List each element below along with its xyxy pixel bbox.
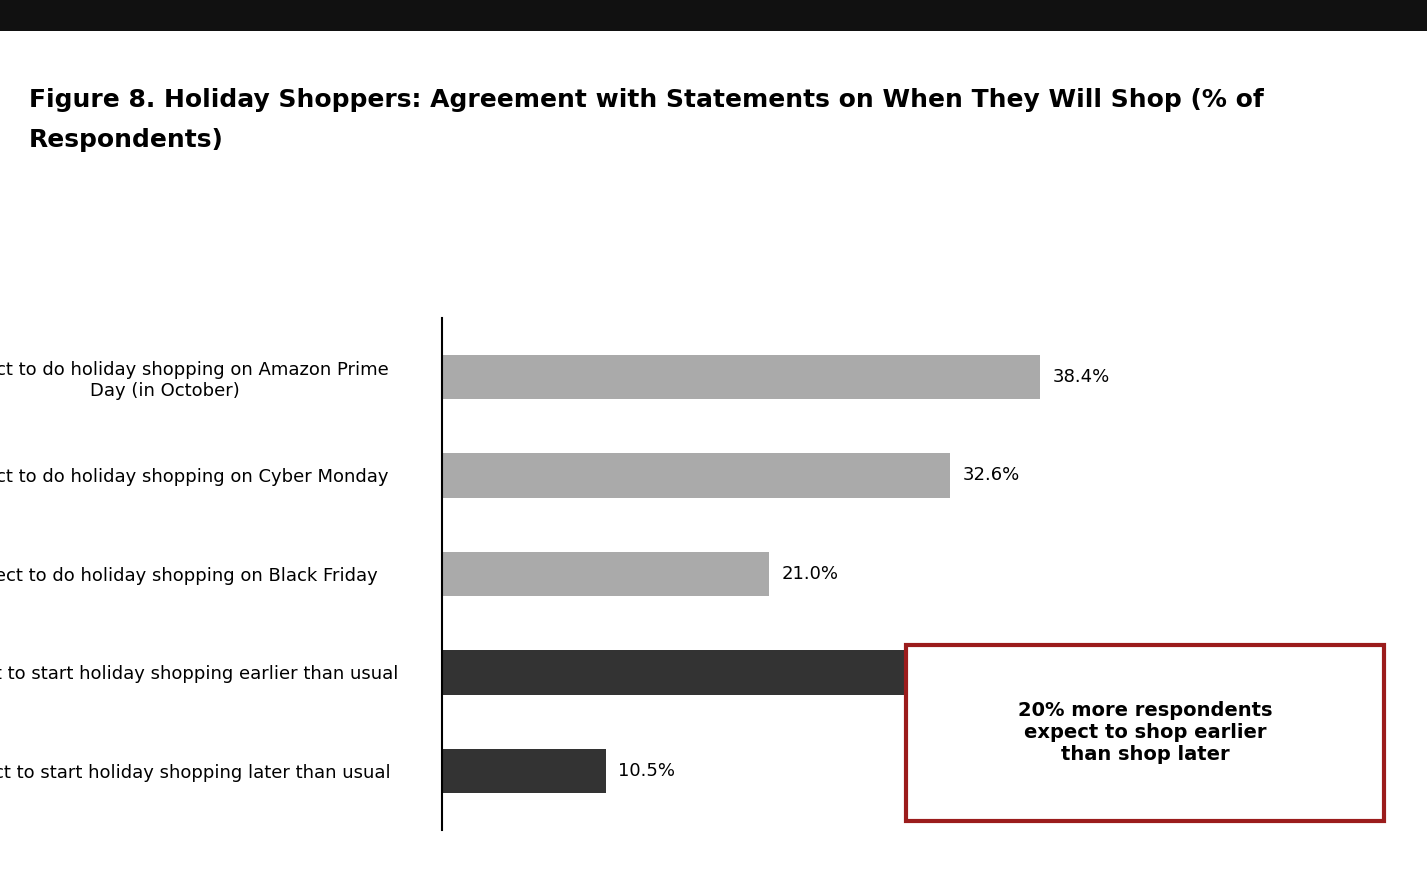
Bar <box>442 650 916 695</box>
Text: 38.4%: 38.4% <box>1053 368 1110 386</box>
Text: Respondents): Respondents) <box>29 128 224 152</box>
Text: Figure 8. Holiday Shoppers: Agreement with Statements on When They Will Shop (% : Figure 8. Holiday Shoppers: Agreement wi… <box>29 88 1263 112</box>
Bar <box>442 453 950 498</box>
Text: 10.5%: 10.5% <box>618 762 675 780</box>
Bar <box>442 749 606 793</box>
Text: 32.6%: 32.6% <box>962 466 1019 485</box>
Text: 20% more respondents
expect to shop earlier
than shop later: 20% more respondents expect to shop earl… <box>1017 701 1273 765</box>
Bar <box>442 355 1040 399</box>
Text: 30.4%: 30.4% <box>928 663 985 682</box>
Text: 21.0%: 21.0% <box>782 565 839 583</box>
Bar <box>442 552 769 596</box>
